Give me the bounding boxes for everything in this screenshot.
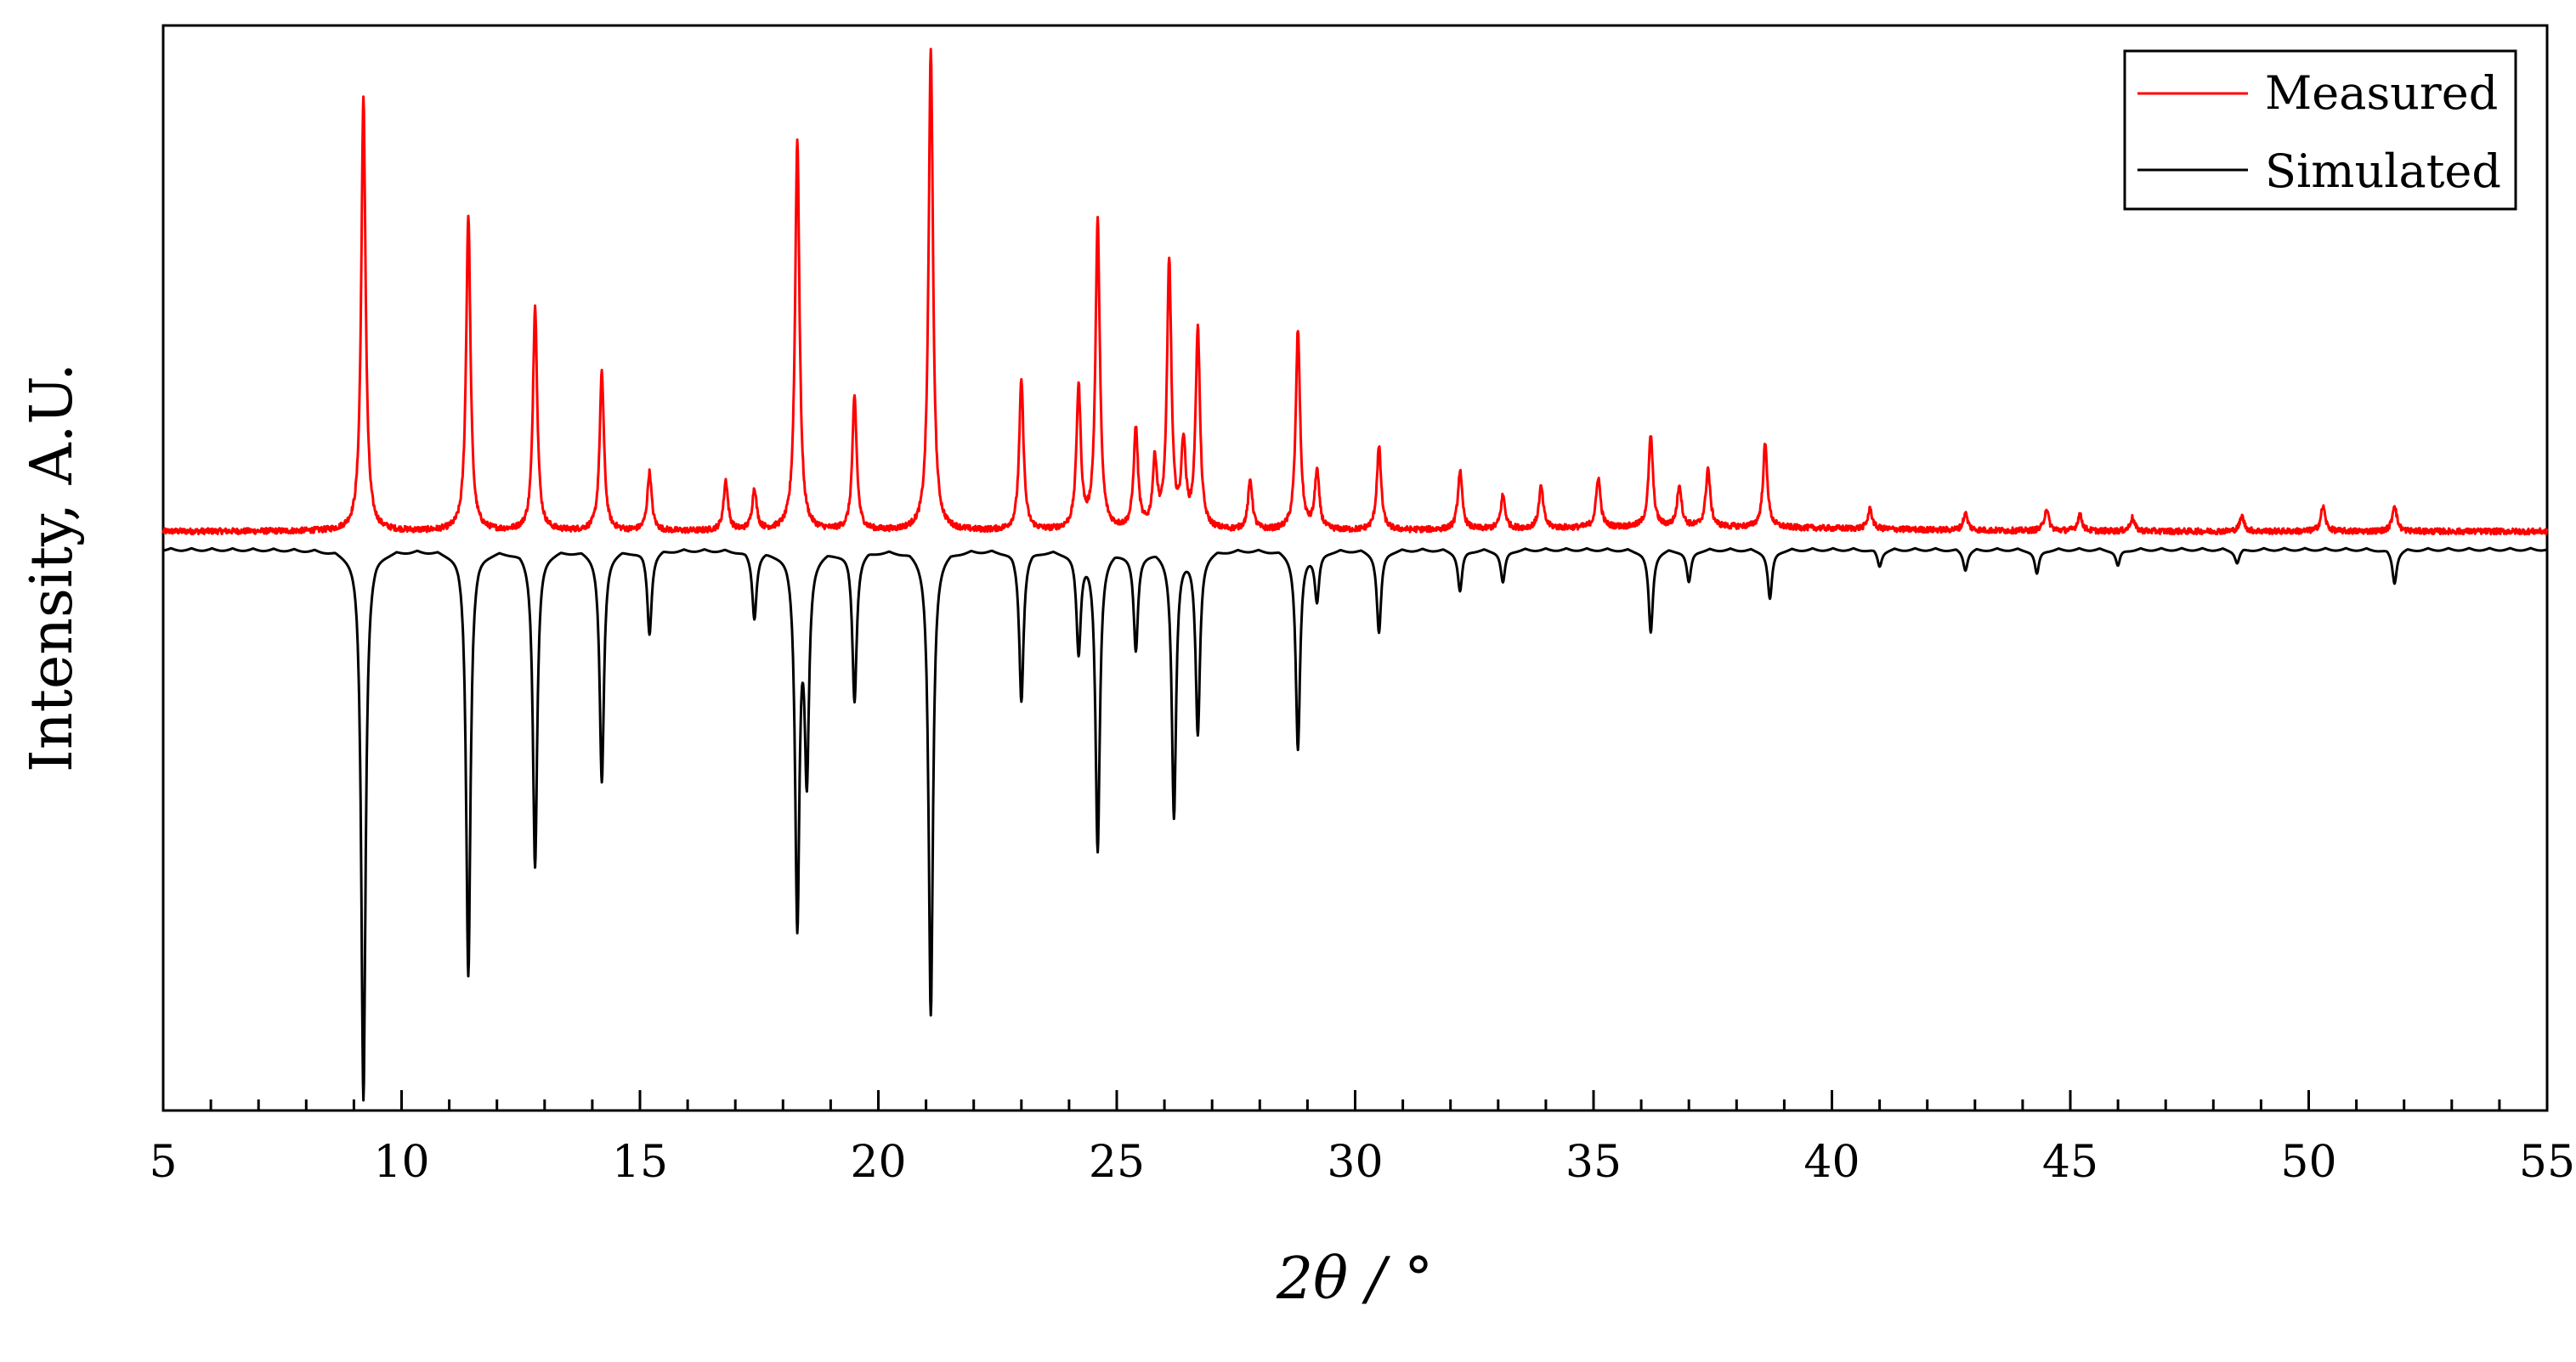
series-line-measured bbox=[161, 48, 2549, 536]
x-tick-label: 20 bbox=[850, 1137, 906, 1188]
y-axis-label: Intensity, A.U. bbox=[19, 363, 86, 772]
x-axis-label: 2θ / ° bbox=[1276, 1246, 1433, 1313]
x-tick-label: 10 bbox=[373, 1137, 429, 1188]
legend-box bbox=[2123, 49, 2517, 211]
x-tick-label: 5 bbox=[149, 1137, 177, 1188]
series-line-simulated bbox=[162, 546, 2548, 1102]
x-tick-label: 15 bbox=[612, 1137, 668, 1188]
x-ticks: 5 10 15 20 25 30 35 40 45 50 55 bbox=[149, 1090, 2575, 1188]
legend-label-simulated: Simulated bbox=[2265, 144, 2501, 198]
legend: Measured Simulated bbox=[2123, 49, 2517, 211]
x-tick-label: 35 bbox=[1565, 1137, 1622, 1188]
x-tick-label: 40 bbox=[1803, 1137, 1860, 1188]
legend-item-simulated: Simulated bbox=[2137, 144, 2501, 198]
legend-item-measured: Measured bbox=[2137, 66, 2498, 120]
series-layer bbox=[161, 48, 2549, 1102]
x-tick-label: 25 bbox=[1089, 1137, 1145, 1188]
x-tick-label: 45 bbox=[2042, 1137, 2098, 1188]
x-tick-label: 55 bbox=[2519, 1137, 2575, 1188]
x-tick-label: 30 bbox=[1327, 1137, 1383, 1188]
plot-area: 5 10 15 20 25 30 35 40 45 50 55 bbox=[149, 24, 2575, 1188]
x-tick-label: 50 bbox=[2280, 1137, 2336, 1188]
legend-label-measured: Measured bbox=[2265, 66, 2498, 120]
